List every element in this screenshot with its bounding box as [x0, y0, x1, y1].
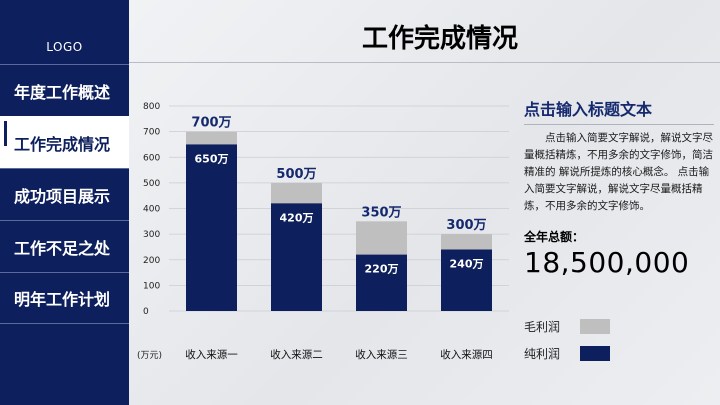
logo: LOGO [46, 40, 83, 54]
sidebar-item-label: 成功项目展示 [14, 186, 111, 206]
sidebar-item-annual-overview[interactable]: 年度工作概述 [0, 64, 129, 116]
x-tick-label: 收入来源一 [185, 348, 238, 361]
sidebar-item-label: 工作不足之处 [14, 238, 111, 258]
sidebar-item-success-projects[interactable]: 成功项目展示 [0, 168, 129, 220]
x-tick-label: 收入来源三 [355, 348, 408, 361]
y-tick-label: 200 [143, 256, 160, 266]
legend-net: 纯利润 [524, 345, 610, 362]
x-tick-label: 收入来源二 [270, 348, 323, 361]
sidebar-item-shortcomings[interactable]: 工作不足之处 [0, 220, 129, 272]
bar-net [356, 254, 407, 311]
y-axis-unit: (万元) [137, 351, 162, 361]
y-tick-label: 100 [143, 281, 160, 291]
legend-swatch [580, 346, 610, 361]
y-tick-label: 300 [143, 230, 160, 240]
total-value: 18,500,000 [524, 246, 690, 279]
y-axis-ticks: 0 100 200 300 400 500 600 700 800 [143, 102, 160, 317]
data-label-net: 220万 [365, 263, 399, 276]
side-divider [524, 124, 714, 125]
data-label-gross: 500万 [276, 167, 316, 182]
data-label-net: 650万 [195, 152, 229, 165]
page-title: 工作完成情况 [361, 24, 518, 54]
legend-gross: 毛利润 [524, 318, 610, 335]
sidebar-item-next-year-plan[interactable]: 明年工作计划 [0, 272, 129, 324]
x-axis-labels: 收入来源一 收入来源二 收入来源三 收入来源四 [185, 348, 493, 361]
y-tick-label: 800 [143, 102, 160, 112]
y-tick-label: 700 [143, 128, 160, 138]
chart-bars: 700万 650万 500万 420万 350万 220万 300万 240万 [186, 116, 492, 311]
legend-label: 纯利润 [524, 347, 561, 361]
sidebar-item-label: 工作完成情况 [14, 134, 111, 154]
y-tick-label: 600 [143, 153, 160, 163]
y-tick-label: 500 [143, 179, 160, 189]
bar-net [271, 203, 322, 311]
legend-label: 毛利润 [524, 320, 561, 334]
sidebar-item-label: 明年工作计划 [14, 290, 111, 309]
sidebar: LOGO 年度工作概述 工作完成情况 成功项目展示 工作不足之处 明年工作计划 [0, 0, 129, 405]
x-tick-label: 收入来源四 [440, 348, 493, 361]
bar-net [441, 249, 492, 311]
data-label-gross: 700万 [191, 116, 231, 131]
total-label: 全年总额： [524, 230, 585, 244]
data-label-net: 240万 [450, 258, 484, 271]
side-description: 点击输入简要文字解说，解说文字尽量概括精炼，不用多余的文字修饰，简洁精准的 解说… [524, 132, 713, 212]
sidebar-item-label: 年度工作概述 [14, 82, 111, 102]
side-title: 点击输入标题文本 [524, 100, 653, 119]
legend-swatch [580, 319, 610, 334]
sidebar-item-work-completion[interactable]: 工作完成情况 [0, 116, 129, 168]
bar-net [186, 144, 237, 311]
y-tick-label: 400 [143, 205, 160, 215]
title-divider [129, 62, 720, 63]
data-label-gross: 350万 [361, 205, 401, 220]
active-indicator-icon [4, 121, 7, 146]
y-tick-label: 0 [143, 307, 149, 317]
bar-chart: 0 100 200 300 400 500 600 700 800 700万 650万 500万 42… [137, 102, 509, 361]
data-label-net: 420万 [280, 211, 314, 224]
data-label-gross: 300万 [446, 218, 486, 233]
